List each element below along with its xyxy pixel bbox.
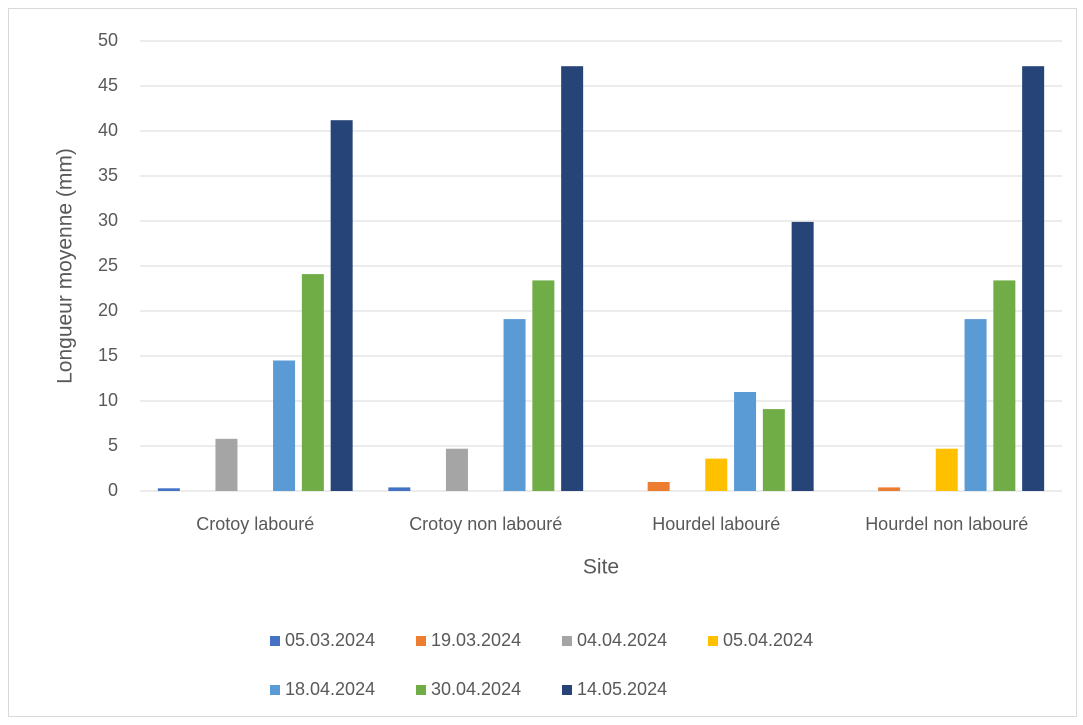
x-tick-label: Hourdel non labouré <box>865 514 1028 534</box>
legend-label: 18.04.2024 <box>285 679 375 699</box>
x-tick-label: Hourdel labouré <box>652 514 780 534</box>
x-tick-label: Crotoy non labouré <box>409 514 562 534</box>
legend-swatch <box>708 636 718 646</box>
bar <box>388 487 411 491</box>
y-tick-label: 40 <box>98 120 118 140</box>
x-tick-label: Crotoy labouré <box>196 514 314 534</box>
legend-swatch <box>270 636 280 646</box>
bar <box>561 66 584 491</box>
y-tick-label: 45 <box>98 75 118 95</box>
bar <box>734 392 757 491</box>
bar <box>762 409 785 491</box>
legend-label: 19.03.2024 <box>431 630 521 650</box>
legend-swatch <box>562 685 572 695</box>
y-tick-label: 10 <box>98 390 118 410</box>
x-axis-label: Site <box>583 556 619 579</box>
y-tick-label: 5 <box>108 435 118 455</box>
bar <box>791 221 814 491</box>
legend-label: 14.05.2024 <box>577 679 667 699</box>
y-tick-label: 30 <box>98 210 118 230</box>
legend-swatch <box>416 685 426 695</box>
bar <box>993 280 1016 491</box>
bar <box>532 280 555 491</box>
legend-label: 04.04.2024 <box>577 630 667 650</box>
legend-swatch <box>270 685 280 695</box>
bar <box>503 319 526 491</box>
bar <box>964 319 987 491</box>
bar <box>935 448 958 491</box>
bar <box>647 482 670 491</box>
bar <box>157 488 180 491</box>
legend-label: 30.04.2024 <box>431 679 521 699</box>
bar <box>445 448 468 491</box>
y-tick-label: 15 <box>98 345 118 365</box>
bar <box>273 360 296 491</box>
y-tick-label: 20 <box>98 300 118 320</box>
y-tick-label: 0 <box>108 480 118 500</box>
legend-swatch <box>416 636 426 646</box>
y-tick-label: 35 <box>98 165 118 185</box>
y-axis-label: Longueur moyenne (mm) <box>54 148 77 384</box>
bar <box>215 438 238 491</box>
bar <box>705 458 728 491</box>
legend-swatch <box>562 636 572 646</box>
bar <box>301 274 324 491</box>
bar <box>878 487 901 491</box>
legend-label: 05.03.2024 <box>285 630 375 650</box>
y-tick-label: 25 <box>98 255 118 275</box>
bar <box>330 120 353 491</box>
legend-label: 05.04.2024 <box>723 630 813 650</box>
y-tick-label: 50 <box>98 30 118 50</box>
bar <box>1022 66 1045 491</box>
